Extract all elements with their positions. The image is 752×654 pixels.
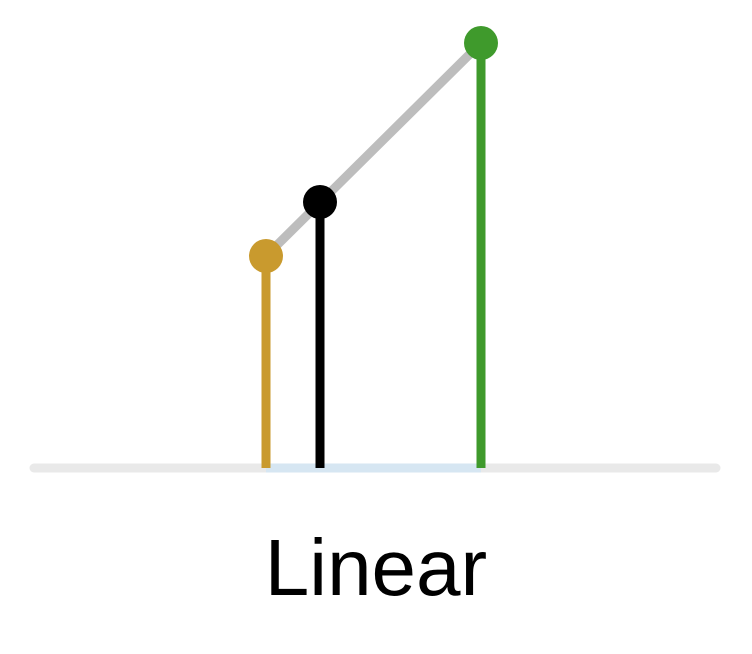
interpolation-line bbox=[261, 38, 486, 261]
start-marker bbox=[249, 239, 283, 273]
current-marker bbox=[303, 185, 337, 219]
linear-interpolation-diagram bbox=[29, 26, 721, 473]
end-marker bbox=[464, 26, 498, 60]
caption-label: Linear bbox=[264, 523, 488, 612]
